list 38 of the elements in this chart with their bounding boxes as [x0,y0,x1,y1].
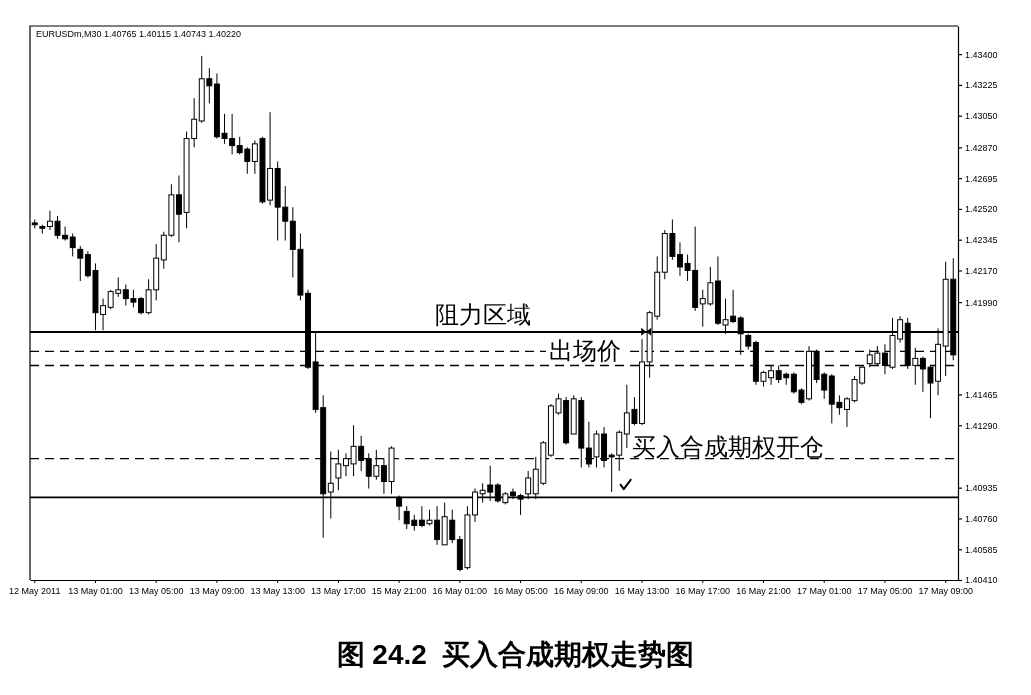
x-tick-label: 16 May 09:00 [554,586,609,597]
y-tick-label: 1.42345 [965,235,998,246]
candlestick [69,233,76,257]
x-tick-label: 13 May 17:00 [311,586,366,597]
ref-line-label: 买入合成期权开仓 [631,433,824,460]
x-tick-label: 16 May 17:00 [675,586,731,597]
y-tick-label: 1.40935 [965,483,998,494]
caption: 图 24.2 买入合成期权走势图 [336,639,695,670]
x-tick-label: 16 May 05:00 [493,586,548,597]
y-tick-label: 1.41290 [965,420,998,431]
ref-line-label: 阻力区域 [434,302,531,329]
x-tick-label: 17 May 05:00 [857,586,913,597]
y-tick-label: 1.40760 [965,513,998,524]
x-tick-label: 16 May 13:00 [614,586,670,597]
chart-title: EURUSDm,M30 1.40765 1.40115 1.40743 1.40220 [36,29,241,39]
y-tick-label: 1.43400 [965,49,998,60]
y-tick-label: 1.42870 [965,142,998,153]
y-tick-label: 1.42695 [965,173,998,184]
y-tick-label: 1.40410 [965,575,998,586]
x-tick-label: 17 May 01:00 [796,586,852,597]
ref-line-label: 出场价 [548,338,621,365]
candlestick [77,245,84,282]
y-tick-label: 1.43050 [965,111,998,122]
x-tick-label: 12 May 2011 [9,586,61,597]
y-tick-label: 1.42170 [965,265,998,276]
x-tick-label: 15 May 21:00 [371,586,427,597]
y-tick-label: 1.42520 [965,204,998,215]
x-tick-label: 13 May 05:00 [128,586,184,597]
x-tick-label: 16 May 21:00 [736,586,791,597]
x-tick-label: 16 May 01:00 [432,586,488,597]
y-tick-label: 1.41465 [965,389,998,400]
y-tick-label: 1.43225 [965,80,998,91]
x-tick-label: 13 May 13:00 [250,586,305,597]
y-tick-label: 1.41990 [965,297,998,308]
y-tick-label: 1.40585 [965,544,998,555]
x-tick-label: 13 May 09:00 [189,586,245,597]
x-tick-label: 13 May 01:00 [68,586,123,597]
x-tick-label: 17 May 09:00 [918,586,973,597]
